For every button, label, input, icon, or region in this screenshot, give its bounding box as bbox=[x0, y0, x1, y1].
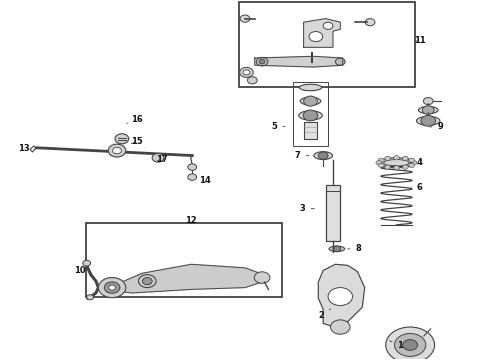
Text: 4: 4 bbox=[410, 158, 423, 167]
Circle shape bbox=[256, 57, 268, 66]
Bar bbox=[239, 3, 415, 87]
Circle shape bbox=[385, 156, 391, 161]
Text: 2: 2 bbox=[318, 309, 331, 320]
Text: 10: 10 bbox=[74, 266, 91, 275]
Bar bbox=[304, 122, 318, 139]
Circle shape bbox=[240, 15, 250, 22]
Circle shape bbox=[402, 156, 408, 161]
Circle shape bbox=[83, 260, 91, 266]
Text: 13: 13 bbox=[18, 144, 36, 153]
Text: 8: 8 bbox=[347, 244, 361, 253]
Circle shape bbox=[323, 22, 333, 30]
Text: 1: 1 bbox=[389, 341, 403, 350]
Text: 14: 14 bbox=[196, 176, 211, 185]
Circle shape bbox=[403, 339, 417, 350]
Circle shape bbox=[386, 327, 435, 360]
Circle shape bbox=[304, 96, 318, 106]
Circle shape bbox=[421, 116, 436, 126]
Ellipse shape bbox=[299, 111, 322, 120]
Circle shape bbox=[365, 19, 375, 26]
Circle shape bbox=[385, 165, 391, 169]
Circle shape bbox=[188, 164, 196, 170]
Circle shape bbox=[139, 275, 156, 288]
Text: 7: 7 bbox=[295, 151, 309, 160]
Circle shape bbox=[394, 333, 426, 356]
Ellipse shape bbox=[314, 152, 332, 159]
Text: 9: 9 bbox=[430, 122, 443, 131]
Circle shape bbox=[303, 110, 318, 121]
Ellipse shape bbox=[418, 107, 438, 114]
Ellipse shape bbox=[300, 97, 321, 105]
Circle shape bbox=[143, 278, 152, 285]
Circle shape bbox=[393, 156, 399, 160]
Circle shape bbox=[318, 152, 328, 159]
Circle shape bbox=[402, 165, 408, 169]
Circle shape bbox=[409, 158, 415, 162]
Circle shape bbox=[308, 59, 318, 67]
Bar bbox=[326, 185, 340, 241]
Text: 15: 15 bbox=[131, 137, 143, 146]
Text: 16: 16 bbox=[127, 115, 143, 124]
Circle shape bbox=[109, 285, 116, 290]
Circle shape bbox=[335, 58, 345, 65]
Circle shape bbox=[376, 161, 382, 165]
Circle shape bbox=[115, 134, 129, 144]
Text: 17: 17 bbox=[156, 155, 168, 164]
Circle shape bbox=[309, 32, 323, 41]
Circle shape bbox=[243, 70, 250, 75]
Text: 12: 12 bbox=[185, 216, 197, 225]
Circle shape bbox=[254, 272, 270, 283]
Circle shape bbox=[108, 144, 126, 157]
Circle shape bbox=[98, 278, 126, 298]
Polygon shape bbox=[304, 19, 340, 47]
Text: 6: 6 bbox=[411, 183, 423, 192]
Circle shape bbox=[240, 67, 253, 77]
Bar bbox=[293, 82, 328, 146]
Text: 3: 3 bbox=[300, 204, 315, 213]
Polygon shape bbox=[318, 264, 365, 329]
Circle shape bbox=[423, 98, 433, 105]
Circle shape bbox=[152, 153, 164, 162]
Ellipse shape bbox=[329, 246, 344, 252]
Circle shape bbox=[393, 166, 399, 170]
Text: 5: 5 bbox=[271, 122, 285, 131]
Circle shape bbox=[378, 163, 384, 167]
Polygon shape bbox=[255, 56, 343, 67]
Circle shape bbox=[247, 77, 257, 84]
Polygon shape bbox=[113, 264, 265, 293]
Circle shape bbox=[333, 246, 341, 252]
Circle shape bbox=[113, 147, 122, 154]
Bar bbox=[86, 223, 282, 297]
Circle shape bbox=[104, 282, 120, 293]
Ellipse shape bbox=[379, 158, 414, 168]
Circle shape bbox=[422, 106, 434, 114]
Ellipse shape bbox=[299, 84, 322, 91]
Circle shape bbox=[328, 288, 352, 306]
Circle shape bbox=[87, 295, 94, 300]
Circle shape bbox=[378, 158, 384, 162]
Circle shape bbox=[411, 161, 417, 165]
Circle shape bbox=[188, 174, 196, 180]
Circle shape bbox=[259, 59, 265, 64]
Ellipse shape bbox=[416, 116, 440, 125]
Circle shape bbox=[409, 163, 415, 167]
Text: 11: 11 bbox=[414, 36, 426, 45]
Circle shape bbox=[331, 320, 350, 334]
